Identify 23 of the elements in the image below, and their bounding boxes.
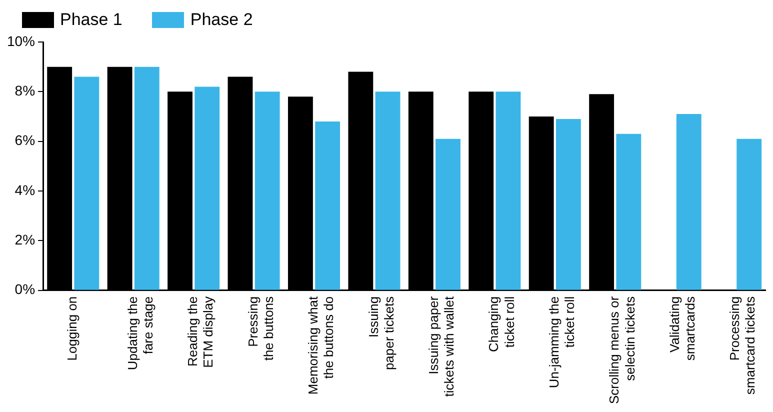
bar: [556, 118, 581, 290]
bar: [254, 92, 280, 290]
y-tick-label: 6%: [14, 132, 36, 148]
y-tick-label: 4%: [14, 182, 36, 198]
x-tick-label: Logging on: [64, 296, 80, 361]
bar: [616, 134, 642, 290]
bar: [436, 138, 460, 290]
bar: [736, 138, 762, 290]
y-tick-label: 2%: [14, 232, 36, 248]
bar: [676, 114, 702, 290]
bar: [375, 92, 400, 290]
bar: [315, 121, 340, 290]
x-tick-label: Updating the fare stage: [124, 296, 156, 370]
y-tick-label: 10%: [6, 32, 36, 49]
y-tick-label: 0%: [14, 281, 36, 298]
legend-label: Phase 1: [60, 10, 122, 30]
bar: [134, 66, 160, 290]
bar: [194, 86, 220, 290]
x-tick-label: Pressing the buttons: [245, 296, 276, 361]
legend-label: Phase 2: [190, 10, 253, 30]
bar: [74, 76, 100, 290]
y-tick-label: 8%: [14, 82, 36, 99]
bar: [496, 92, 521, 290]
